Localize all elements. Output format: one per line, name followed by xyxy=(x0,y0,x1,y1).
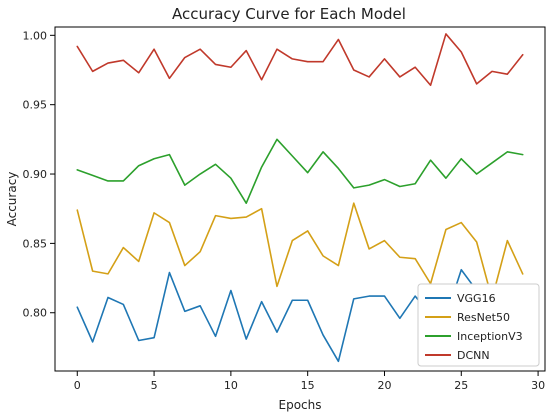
plot-area-frame xyxy=(54,26,546,372)
y-tick-label: 0.90 xyxy=(23,168,48,181)
y-tick-label: 0.80 xyxy=(23,307,48,320)
x-tick-label: 30 xyxy=(531,379,545,392)
x-tick-label: 25 xyxy=(454,379,468,392)
x-tick-label: 15 xyxy=(301,379,315,392)
legend-items: VGG16 ResNet50 InceptionV3 DCNN xyxy=(425,292,523,362)
chart-title: Accuracy Curve for Each Model xyxy=(172,5,406,23)
legend-label-resnet50: ResNet50 xyxy=(457,311,510,324)
x-tick-label: 0 xyxy=(74,379,81,392)
x-tick-label: 5 xyxy=(151,379,158,392)
x-axis-label: Epochs xyxy=(279,398,322,412)
y-tick-label: 0.85 xyxy=(23,237,48,250)
legend: VGG16 ResNet50 InceptionV3 DCNN xyxy=(417,283,540,367)
legend-label-vgg16: VGG16 xyxy=(457,292,496,305)
x-tick-label: 10 xyxy=(224,379,238,392)
x-tick-label: 20 xyxy=(377,379,391,392)
series-lines xyxy=(76,33,524,363)
y-tick-label: 0.95 xyxy=(23,99,48,112)
series-line-dcnn xyxy=(76,33,524,87)
y-axis-ticks: 0.80 0.85 0.90 0.95 1.00 xyxy=(23,29,55,320)
x-axis-ticks: 0 5 10 15 20 25 30 xyxy=(74,371,545,392)
y-axis-label: Accuracy xyxy=(5,172,19,227)
legend-label-inceptionv3: InceptionV3 xyxy=(457,330,523,343)
series-line-inceptionv3 xyxy=(76,138,524,204)
legend-label-dcnn: DCNN xyxy=(457,349,490,362)
legend-box xyxy=(417,283,540,367)
series-line-resnet50 xyxy=(76,202,524,300)
y-tick-label: 1.00 xyxy=(23,29,48,42)
